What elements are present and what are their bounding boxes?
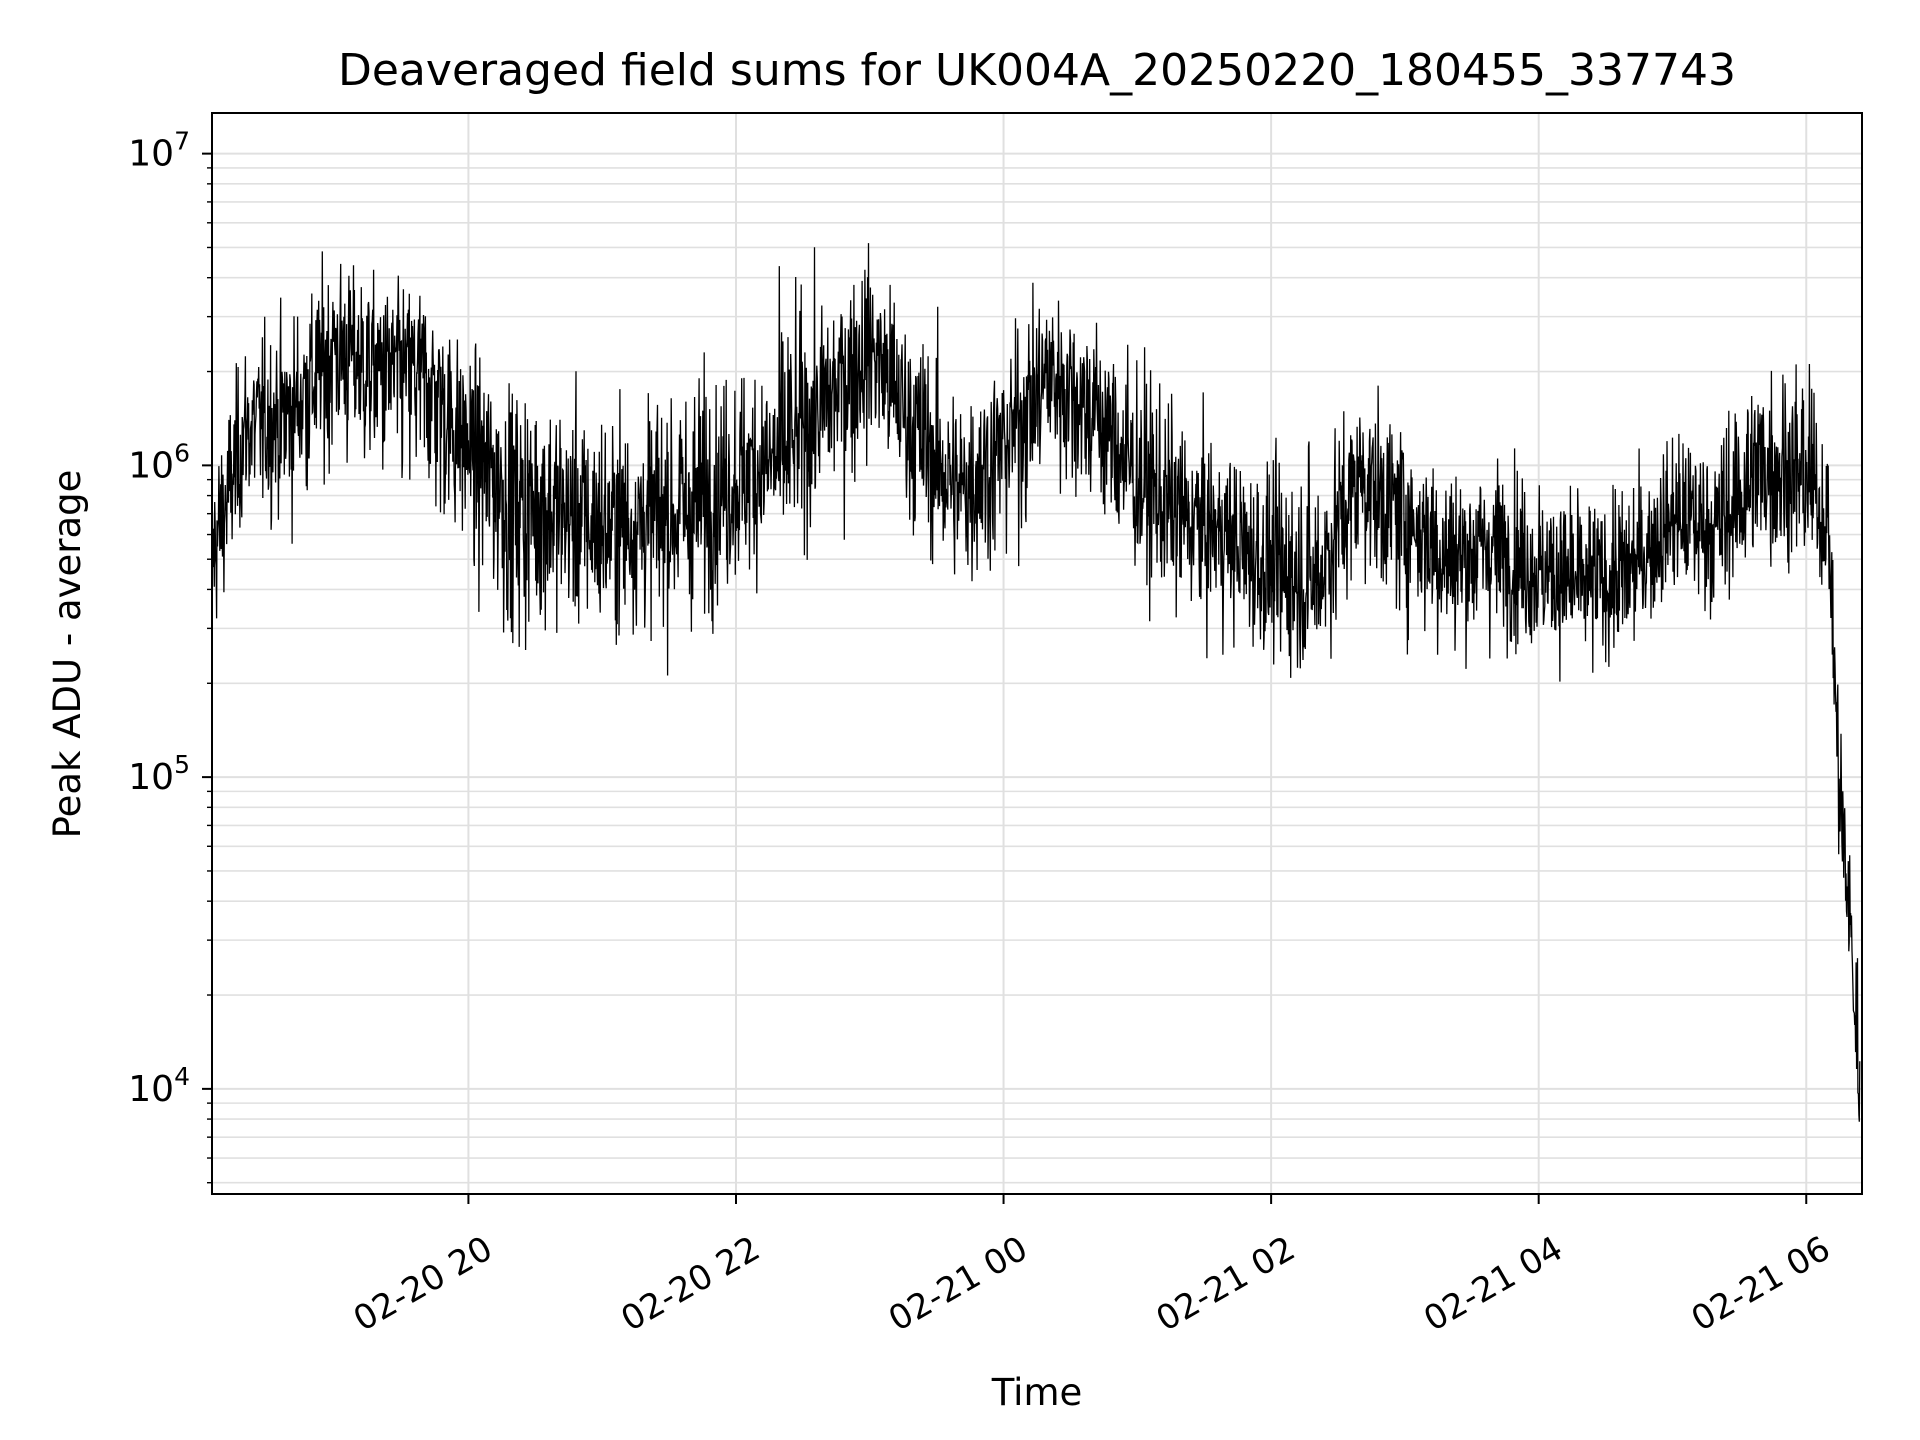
plot-frame: [211, 112, 1863, 1195]
y-tick-label: 106: [128, 438, 190, 486]
plot-area: [212, 243, 1861, 1122]
chart-title: Deaveraged field sums for UK004A_2025022…: [338, 45, 1736, 96]
y-axis-label: Peak ADU - average: [46, 470, 89, 839]
y-tick-label: 107: [128, 127, 190, 175]
y-tick-label: 104: [128, 1062, 190, 1110]
x-axis-label: Time: [991, 1371, 1083, 1414]
series-line: [212, 243, 1861, 1122]
y-axis: 104 105 106 107: [128, 127, 212, 1184]
y-tick-label: 105: [128, 750, 190, 798]
